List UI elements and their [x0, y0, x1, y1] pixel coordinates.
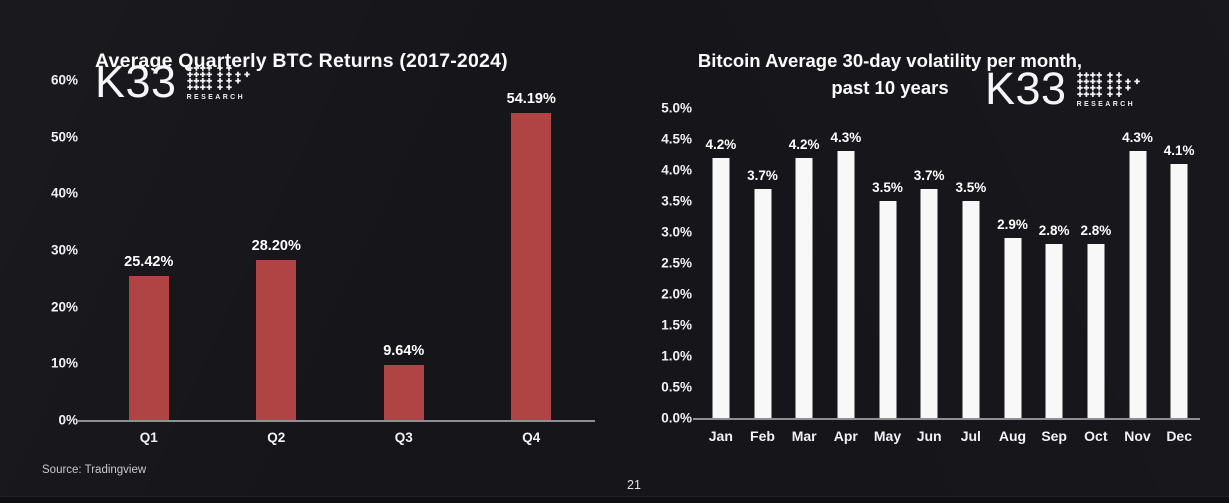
right-chart-title: Bitcoin Average 30-day volatility per mo…: [655, 48, 1125, 101]
x-category-label: Oct: [1084, 428, 1108, 444]
bar-value-label: 4.1%: [1163, 142, 1195, 158]
y-tick-label: 1.5%: [661, 317, 692, 333]
y-tick-label: 40%: [50, 185, 78, 201]
k33-logo: K33 RESEARCH: [95, 56, 253, 107]
x-category-label: Sep: [1041, 428, 1067, 444]
x-category-label: Apr: [833, 428, 858, 444]
bar-value-label: 28.20%: [251, 238, 301, 255]
x-category-label: Dec: [1166, 428, 1192, 444]
bar-value-label: 3.7%: [913, 167, 945, 183]
bar-may: 3.5%: [872, 180, 903, 418]
bar-q1: 25.42%: [124, 254, 173, 420]
x-category-label: Q1: [139, 430, 158, 445]
y-tick-label: 5.0%: [661, 100, 692, 116]
y-tick-label: 10%: [50, 355, 78, 371]
bar-aug: 2.9%: [997, 217, 1028, 418]
x-category-label: Q3: [394, 430, 413, 445]
y-tick-label: 3.0%: [661, 224, 692, 240]
k33-logo: K33 RESEARCH: [985, 63, 1143, 114]
k33-logo-subtext: RESEARCH: [1076, 101, 1136, 108]
left-chart-plot-area: 25.42% Q1 28.20% Q2 9.64% Q3 54.19% Q4: [78, 80, 595, 445]
right-chart-y-axis: 0.0% 0.5% 1.0% 1.5% 2.0% 2.5% 3.0% 3.5% 4.0% 4.5%…: [638, 101, 692, 426]
bar-value-label: 3.5%: [872, 180, 903, 195]
bar-mar: 4.2%: [789, 137, 820, 418]
right-chart-title-line1: Bitcoin Average 30-day volatility per mo…: [697, 50, 1083, 72]
y-tick-label: 30%: [50, 242, 78, 258]
source-note: Source: Tradingview: [42, 464, 147, 476]
bar-q2: 28.20%: [252, 238, 301, 420]
x-category-label: Jan: [708, 428, 733, 444]
k33-logo-text: K33: [985, 63, 1067, 114]
bar-nov: 4.3%: [1122, 130, 1153, 418]
bar-value-label: 2.8%: [1080, 223, 1112, 239]
y-tick-label: 50%: [50, 129, 78, 145]
k33-logo-subtext: RESEARCH: [186, 94, 246, 101]
k33-flag-icon: [1076, 72, 1143, 98]
k33-logo-text: K33: [95, 56, 177, 107]
bar-jun: 3.7%: [914, 168, 945, 418]
right-chart-plot-area: 4.2% Jan 3.7% Feb 4.2% Mar 4.3% Apr 3.5% May 3.7% J…: [693, 108, 1200, 444]
x-category-label: Feb: [750, 428, 775, 444]
bar-value-label: 2.8%: [1038, 223, 1070, 239]
bar-value-label: 25.42%: [124, 253, 174, 270]
y-tick-label: 1.0%: [661, 348, 692, 364]
y-tick-label: 4.0%: [661, 162, 692, 178]
bar-dec: 4.1%: [1164, 143, 1195, 418]
bar-value-label: 3.7%: [747, 167, 778, 183]
bar-value-label: 4.2%: [788, 136, 820, 152]
y-tick-label: 60%: [50, 72, 78, 88]
y-tick-label: 20%: [50, 299, 78, 315]
y-tick-label: 2.5%: [661, 255, 692, 271]
slide-bottom-edge: [0, 496, 1229, 503]
x-category-label: Aug: [998, 428, 1027, 444]
bar-value-label: 3.5%: [955, 180, 987, 195]
bar-value-label: 4.3%: [830, 130, 862, 146]
bar-sep: 2.8%: [1039, 223, 1070, 418]
y-tick-label: 4.5%: [661, 131, 692, 147]
bar-oct: 2.8%: [1080, 223, 1111, 418]
y-tick-label: 0%: [58, 412, 78, 428]
y-tick-label: 0.0%: [661, 410, 692, 426]
x-category-label: Jun: [916, 428, 942, 444]
x-category-label: Jul: [960, 428, 981, 444]
x-category-label: Mar: [791, 428, 817, 444]
bar-value-label: 4.2%: [705, 136, 737, 152]
bar-value-label: 2.9%: [997, 217, 1028, 233]
bar-jan: 4.2%: [705, 137, 736, 418]
y-tick-label: 0.5%: [661, 379, 692, 395]
bar-apr: 4.3%: [830, 130, 861, 418]
bar-q4: 54.19%: [507, 91, 556, 420]
bar-value-label: 9.64%: [383, 343, 425, 360]
x-category-label: Q4: [522, 430, 541, 445]
bar-q3: 9.64%: [383, 343, 424, 420]
y-tick-label: 2.0%: [661, 286, 692, 302]
x-category-label: Q2: [267, 430, 286, 445]
right-chart-title-line2: past 10 years: [831, 76, 949, 98]
x-category-label: Nov: [1124, 428, 1151, 444]
k33-flag-icon: [186, 65, 253, 91]
page-number: 21: [627, 478, 641, 492]
bar-jul: 3.5%: [955, 180, 986, 418]
left-chart-title: Average Quarterly BTC Returns (2017-2024…: [95, 50, 508, 73]
x-category-label: May: [873, 428, 902, 444]
left-chart-y-axis: 0% 10% 20% 30% 40% 50% 60%: [30, 73, 78, 428]
bar-value-label: 54.19%: [506, 90, 556, 107]
y-tick-label: 3.5%: [661, 193, 692, 209]
bar-feb: 3.7%: [747, 168, 778, 418]
bar-value-label: 4.3%: [1122, 130, 1153, 146]
